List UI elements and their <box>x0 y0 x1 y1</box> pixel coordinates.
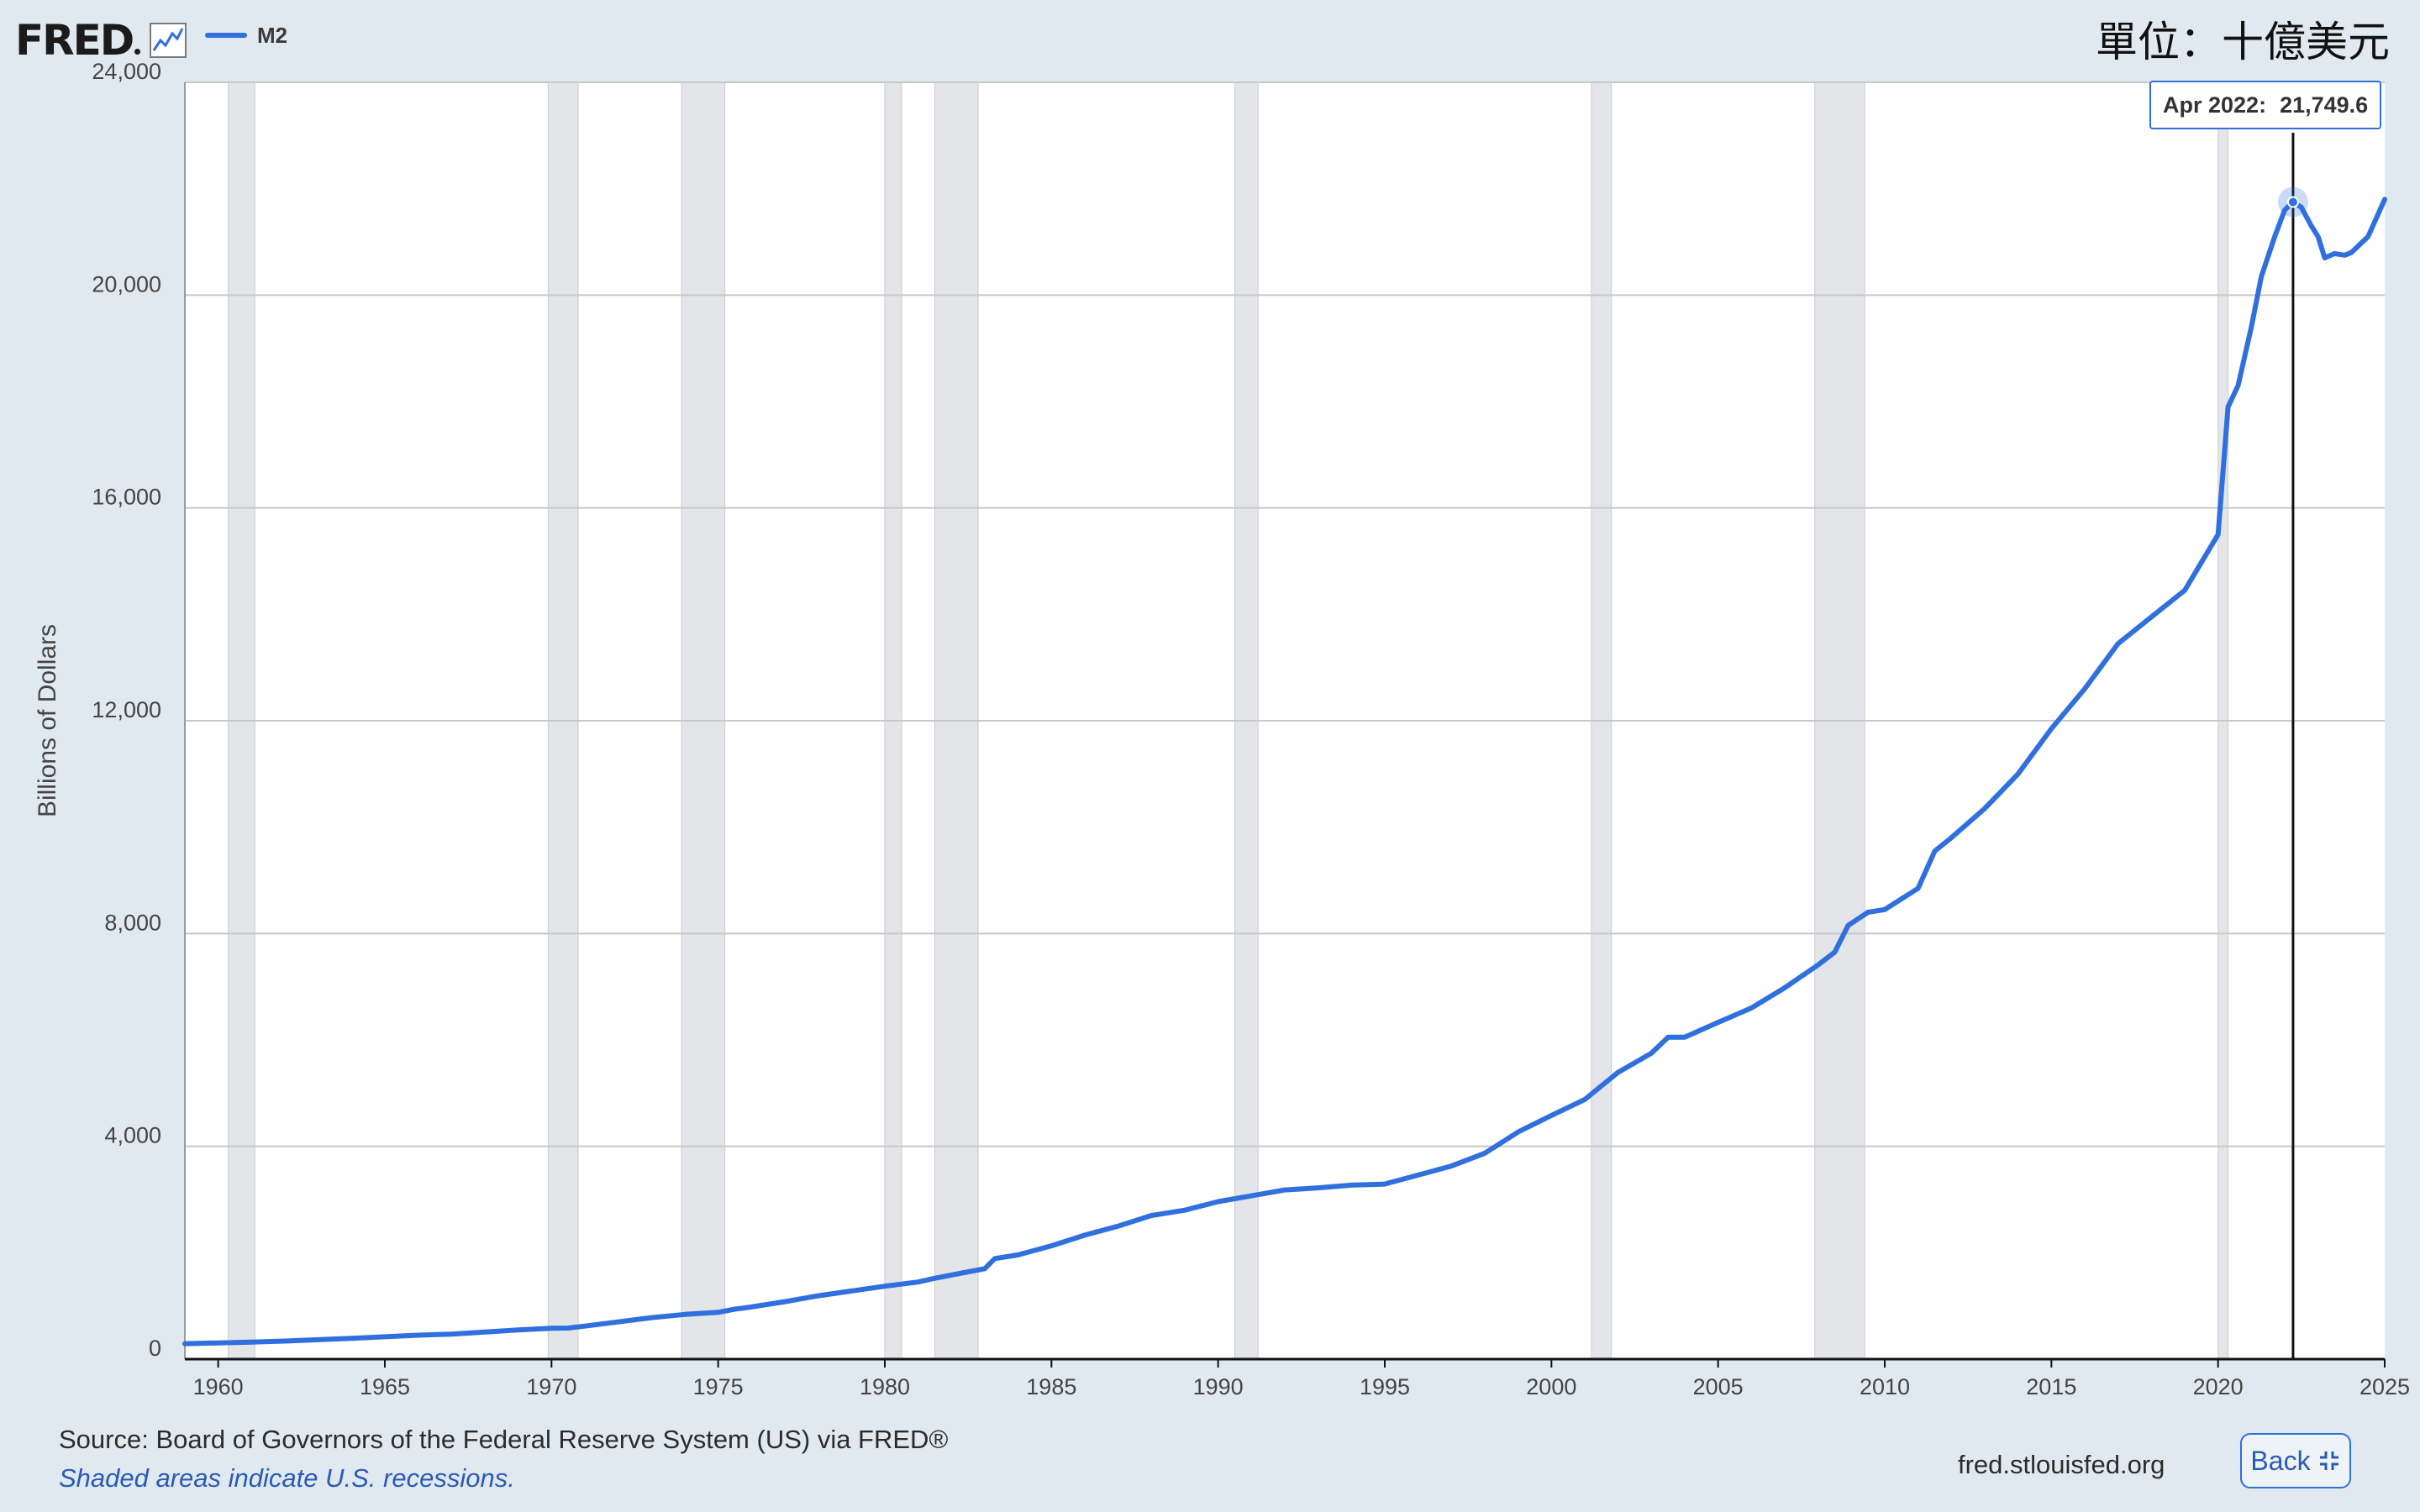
collapse-icon <box>2319 1452 2338 1470</box>
tooltip-date: Apr 2022: <box>2163 92 2267 118</box>
x-tick-label: 1990 <box>1193 1374 1244 1399</box>
legend: M2 <box>205 18 287 52</box>
recession-note: Shaded areas indicate U.S. recessions. <box>59 1463 515 1493</box>
x-tick-label: 1965 <box>360 1374 410 1399</box>
x-tick-label: 2000 <box>1526 1374 1576 1399</box>
y-tick-label: 12,000 <box>92 697 161 722</box>
back-button-label: Back <box>2250 1445 2311 1476</box>
legend-swatch <box>205 33 247 38</box>
y-axis-label: Billions of Dollars <box>34 624 61 817</box>
legend-label-m2: M2 <box>257 22 288 48</box>
tooltip-value: 21,749.6 <box>2280 92 2369 118</box>
y-tick-label: 0 <box>149 1336 161 1361</box>
x-tick-label: 2005 <box>1693 1374 1744 1399</box>
highlight-point <box>2286 196 2299 208</box>
x-tick-label: 1995 <box>1360 1374 1410 1399</box>
x-tick-label: 1970 <box>526 1374 576 1399</box>
y-tick-label: 16,000 <box>92 485 161 510</box>
y-tick-label: 8,000 <box>104 910 161 935</box>
x-tick-label: 1985 <box>1026 1374 1076 1399</box>
units-label: 單位：十億美元 <box>2096 18 2390 66</box>
fred-logo[interactable]: FRED <box>15 7 187 74</box>
y-tick-label: 24,000 <box>92 59 161 84</box>
x-tick-label: 1975 <box>693 1374 744 1399</box>
x-tick-label: 2015 <box>2026 1374 2076 1399</box>
site-link[interactable]: fred.stlouisfed.org <box>1958 1450 2165 1479</box>
fred-logo-text: FRED <box>15 16 134 65</box>
fred-logo-dot <box>134 48 141 55</box>
x-tick-label: 1960 <box>193 1374 244 1399</box>
x-tick-label: 2025 <box>2360 1374 2410 1399</box>
source-note: Source: Board of Governors of the Federa… <box>59 1425 949 1454</box>
x-tick-label: 2010 <box>1860 1374 1910 1399</box>
y-tick-label: 4,000 <box>104 1123 161 1148</box>
x-tick-label: 2020 <box>2193 1374 2244 1399</box>
back-button[interactable]: Back <box>2240 1433 2351 1488</box>
y-tick-label: 20,000 <box>92 271 161 297</box>
plot-area: 0 4,000 8,000 12,000 16,000 20,000 24,000 1960 1… <box>34 59 2410 1399</box>
series-line-m2 <box>182 197 2387 1347</box>
data-tooltip: Apr 2022: 21,749.6 <box>2149 81 2382 129</box>
line-graph-icon <box>150 23 187 58</box>
x-tick-label: 1980 <box>860 1374 910 1399</box>
